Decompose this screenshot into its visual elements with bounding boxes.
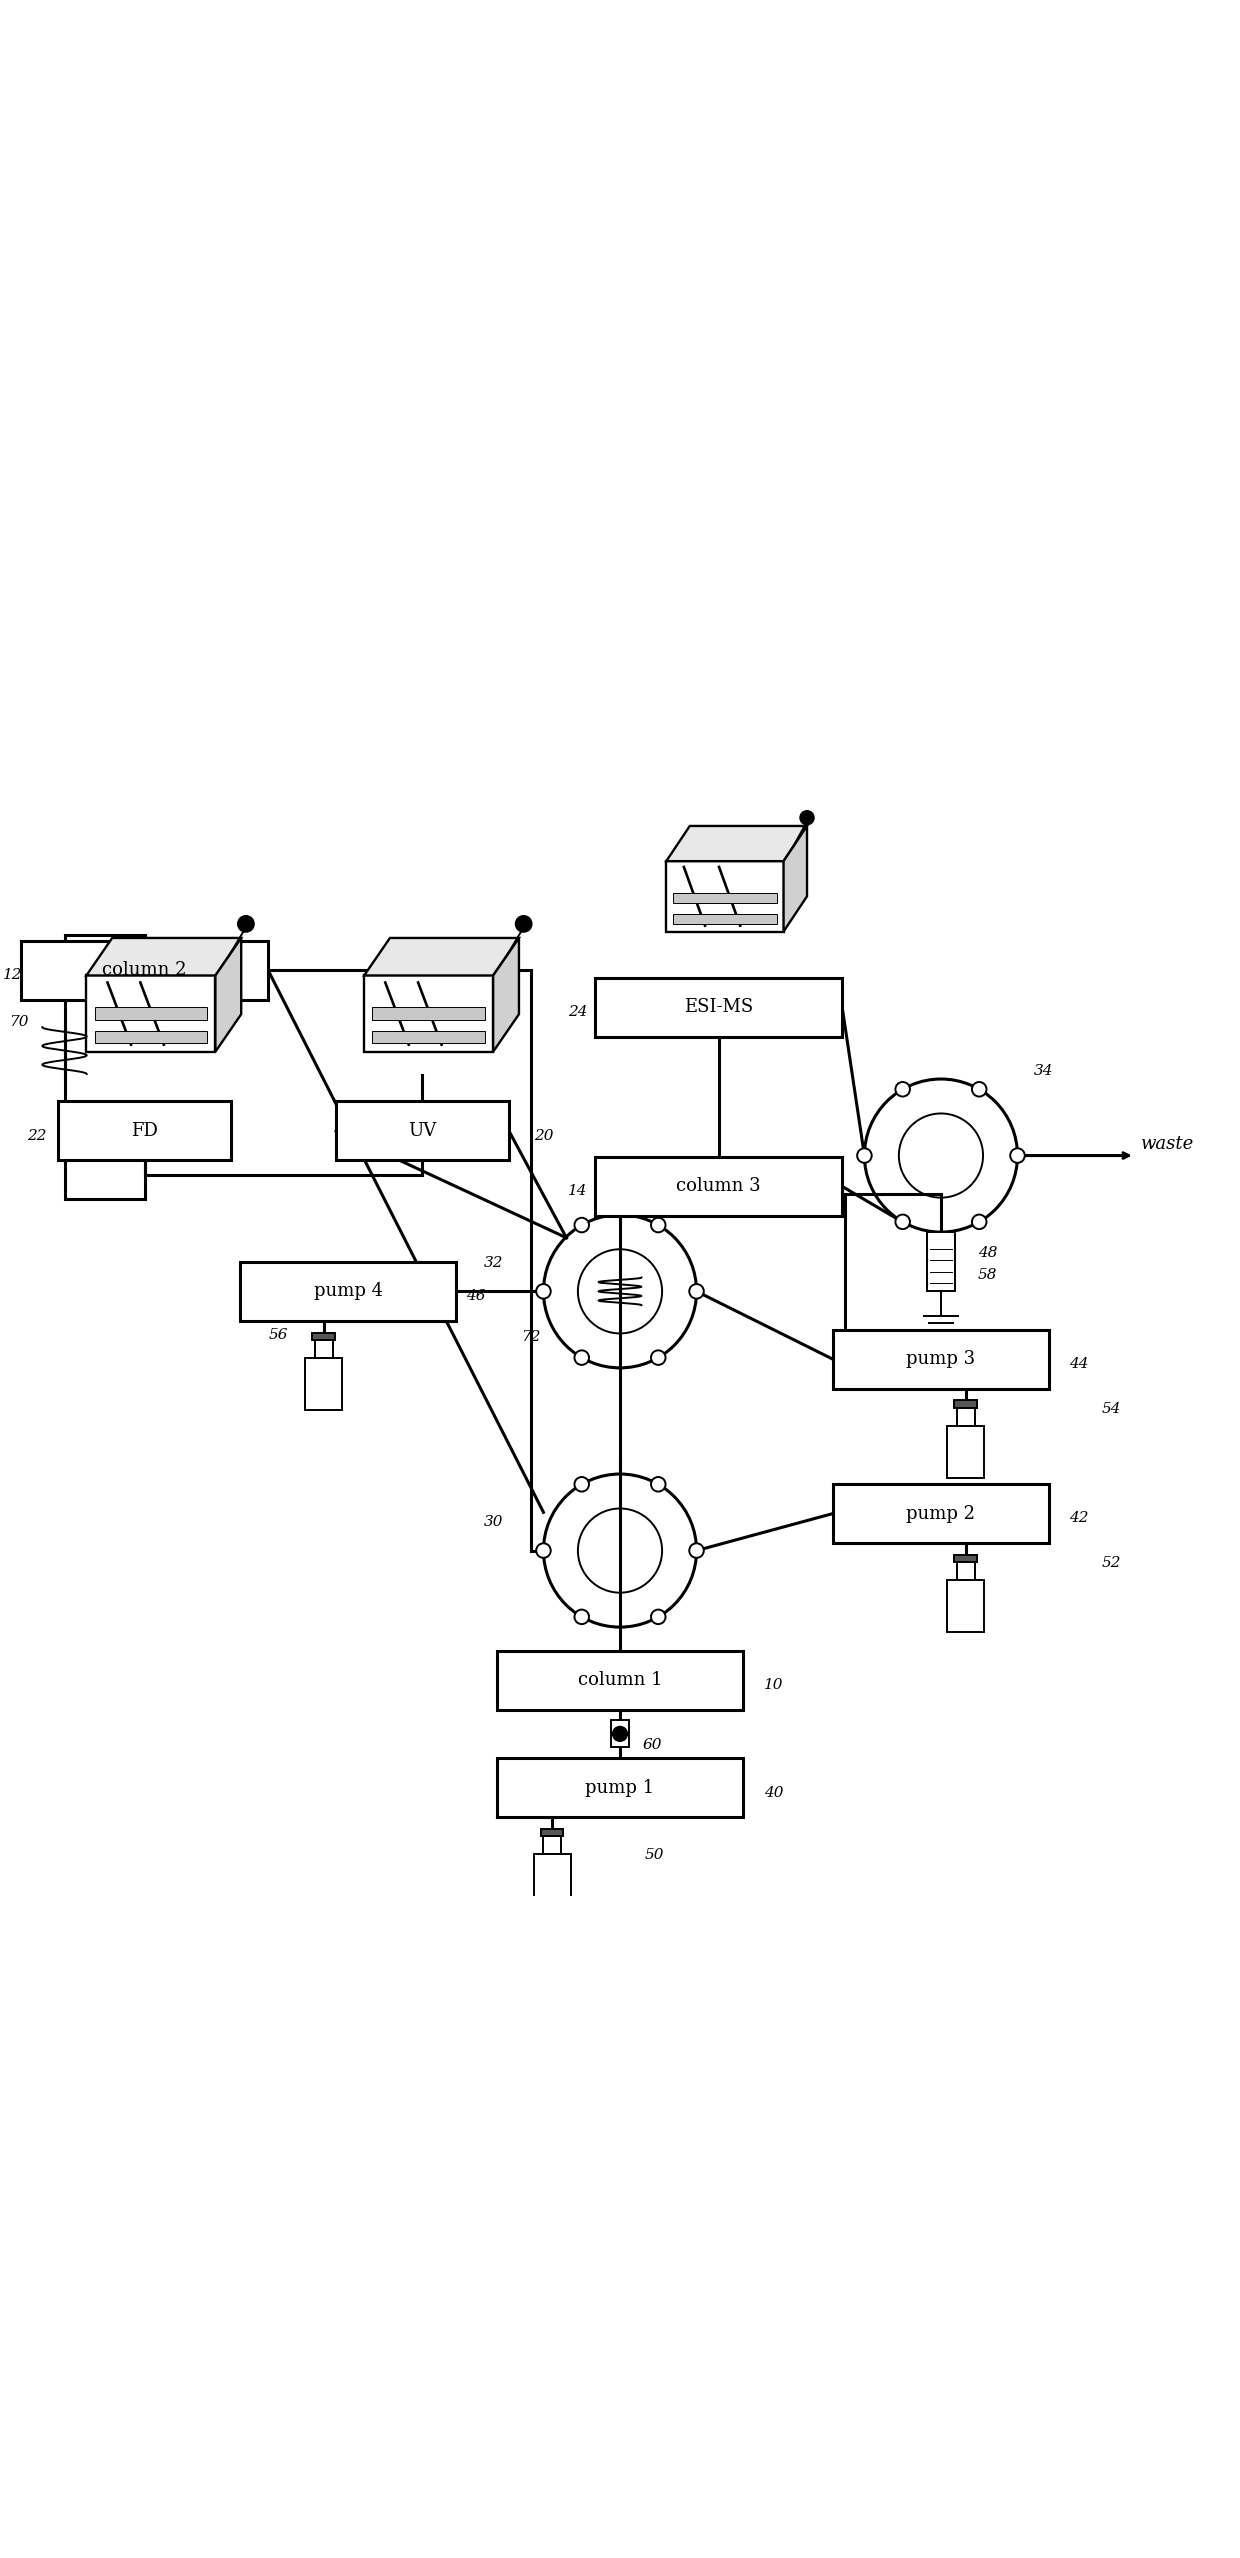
Bar	[305, 1358, 342, 1409]
Text: 32: 32	[484, 1256, 503, 1269]
Circle shape	[651, 1218, 666, 1233]
Bar	[595, 977, 842, 1036]
Bar	[595, 1156, 842, 1215]
Text: 44: 44	[1069, 1358, 1089, 1371]
Bar	[833, 1484, 1049, 1542]
Text: UV: UV	[408, 1123, 436, 1141]
Circle shape	[651, 1609, 666, 1624]
Bar	[496, 1757, 744, 1816]
Bar	[336, 1102, 508, 1161]
Circle shape	[689, 1284, 704, 1299]
Bar	[833, 1330, 1049, 1389]
Text: 52: 52	[1101, 1555, 1121, 1571]
Bar	[94, 1031, 207, 1044]
Text: 14: 14	[568, 1184, 588, 1197]
Bar	[673, 913, 776, 923]
Text: 46: 46	[466, 1289, 485, 1302]
Polygon shape	[494, 939, 520, 1051]
Bar	[928, 1233, 955, 1292]
Text: 24: 24	[568, 1005, 588, 1018]
Bar	[312, 1333, 335, 1340]
Circle shape	[613, 1727, 627, 1742]
Circle shape	[574, 1476, 589, 1491]
Bar	[947, 1425, 985, 1479]
Text: 72: 72	[521, 1330, 541, 1343]
Bar	[947, 1581, 985, 1632]
Circle shape	[651, 1476, 666, 1491]
Bar	[543, 1837, 560, 1855]
Circle shape	[238, 916, 254, 931]
Circle shape	[574, 1609, 589, 1624]
Text: column 1: column 1	[578, 1670, 662, 1688]
Text: 42: 42	[1069, 1512, 1089, 1525]
Text: 30: 30	[484, 1514, 503, 1530]
Bar	[673, 893, 776, 903]
Text: FD: FD	[131, 1123, 159, 1141]
Polygon shape	[216, 939, 242, 1051]
Text: 34: 34	[1033, 1064, 1053, 1079]
Text: pump 3: pump 3	[906, 1351, 976, 1369]
Bar	[611, 1722, 629, 1747]
Text: column 2: column 2	[103, 962, 187, 980]
Bar	[372, 1008, 485, 1021]
Polygon shape	[784, 826, 807, 931]
Text: 10: 10	[764, 1678, 784, 1693]
Circle shape	[574, 1351, 589, 1366]
Text: pump 1: pump 1	[585, 1778, 655, 1796]
Bar	[957, 1407, 975, 1425]
Circle shape	[895, 1082, 910, 1097]
Circle shape	[536, 1542, 551, 1558]
Circle shape	[516, 916, 532, 931]
Polygon shape	[87, 939, 242, 975]
Circle shape	[972, 1215, 987, 1228]
Text: pump 2: pump 2	[906, 1504, 976, 1522]
Bar	[372, 1031, 485, 1044]
Circle shape	[689, 1542, 704, 1558]
Text: 70: 70	[9, 1016, 29, 1028]
Bar	[21, 941, 268, 1000]
Bar	[541, 1829, 563, 1837]
Text: 20: 20	[533, 1128, 553, 1143]
Text: waste: waste	[1141, 1136, 1194, 1154]
Text: ESI-MS: ESI-MS	[684, 998, 754, 1016]
Bar	[957, 1563, 975, 1581]
Circle shape	[895, 1215, 910, 1228]
Text: 58: 58	[978, 1269, 997, 1282]
Bar	[365, 975, 494, 1051]
Bar	[496, 1650, 744, 1709]
Bar	[955, 1399, 977, 1407]
Text: 12: 12	[2, 969, 22, 982]
Text: 60: 60	[642, 1737, 662, 1752]
Bar	[87, 975, 216, 1051]
Bar	[241, 1261, 456, 1320]
Circle shape	[651, 1351, 666, 1366]
Bar	[533, 1855, 570, 1906]
Text: column 3: column 3	[677, 1177, 761, 1195]
Bar	[94, 1008, 207, 1021]
Text: 56: 56	[268, 1328, 288, 1340]
Bar	[666, 862, 784, 931]
Text: 40: 40	[764, 1785, 784, 1798]
Circle shape	[972, 1082, 987, 1097]
Polygon shape	[666, 826, 807, 862]
Circle shape	[1011, 1149, 1024, 1164]
Text: pump 4: pump 4	[314, 1282, 383, 1299]
Text: 22: 22	[27, 1128, 47, 1143]
Text: 50: 50	[645, 1849, 665, 1862]
Circle shape	[574, 1218, 589, 1233]
Circle shape	[536, 1284, 551, 1299]
Text: 48: 48	[978, 1246, 997, 1259]
Bar	[58, 1102, 231, 1161]
Bar	[955, 1555, 977, 1563]
Polygon shape	[365, 939, 520, 975]
Circle shape	[857, 1149, 872, 1164]
Circle shape	[800, 811, 813, 824]
Bar	[315, 1340, 332, 1358]
Text: 54: 54	[1101, 1402, 1121, 1415]
